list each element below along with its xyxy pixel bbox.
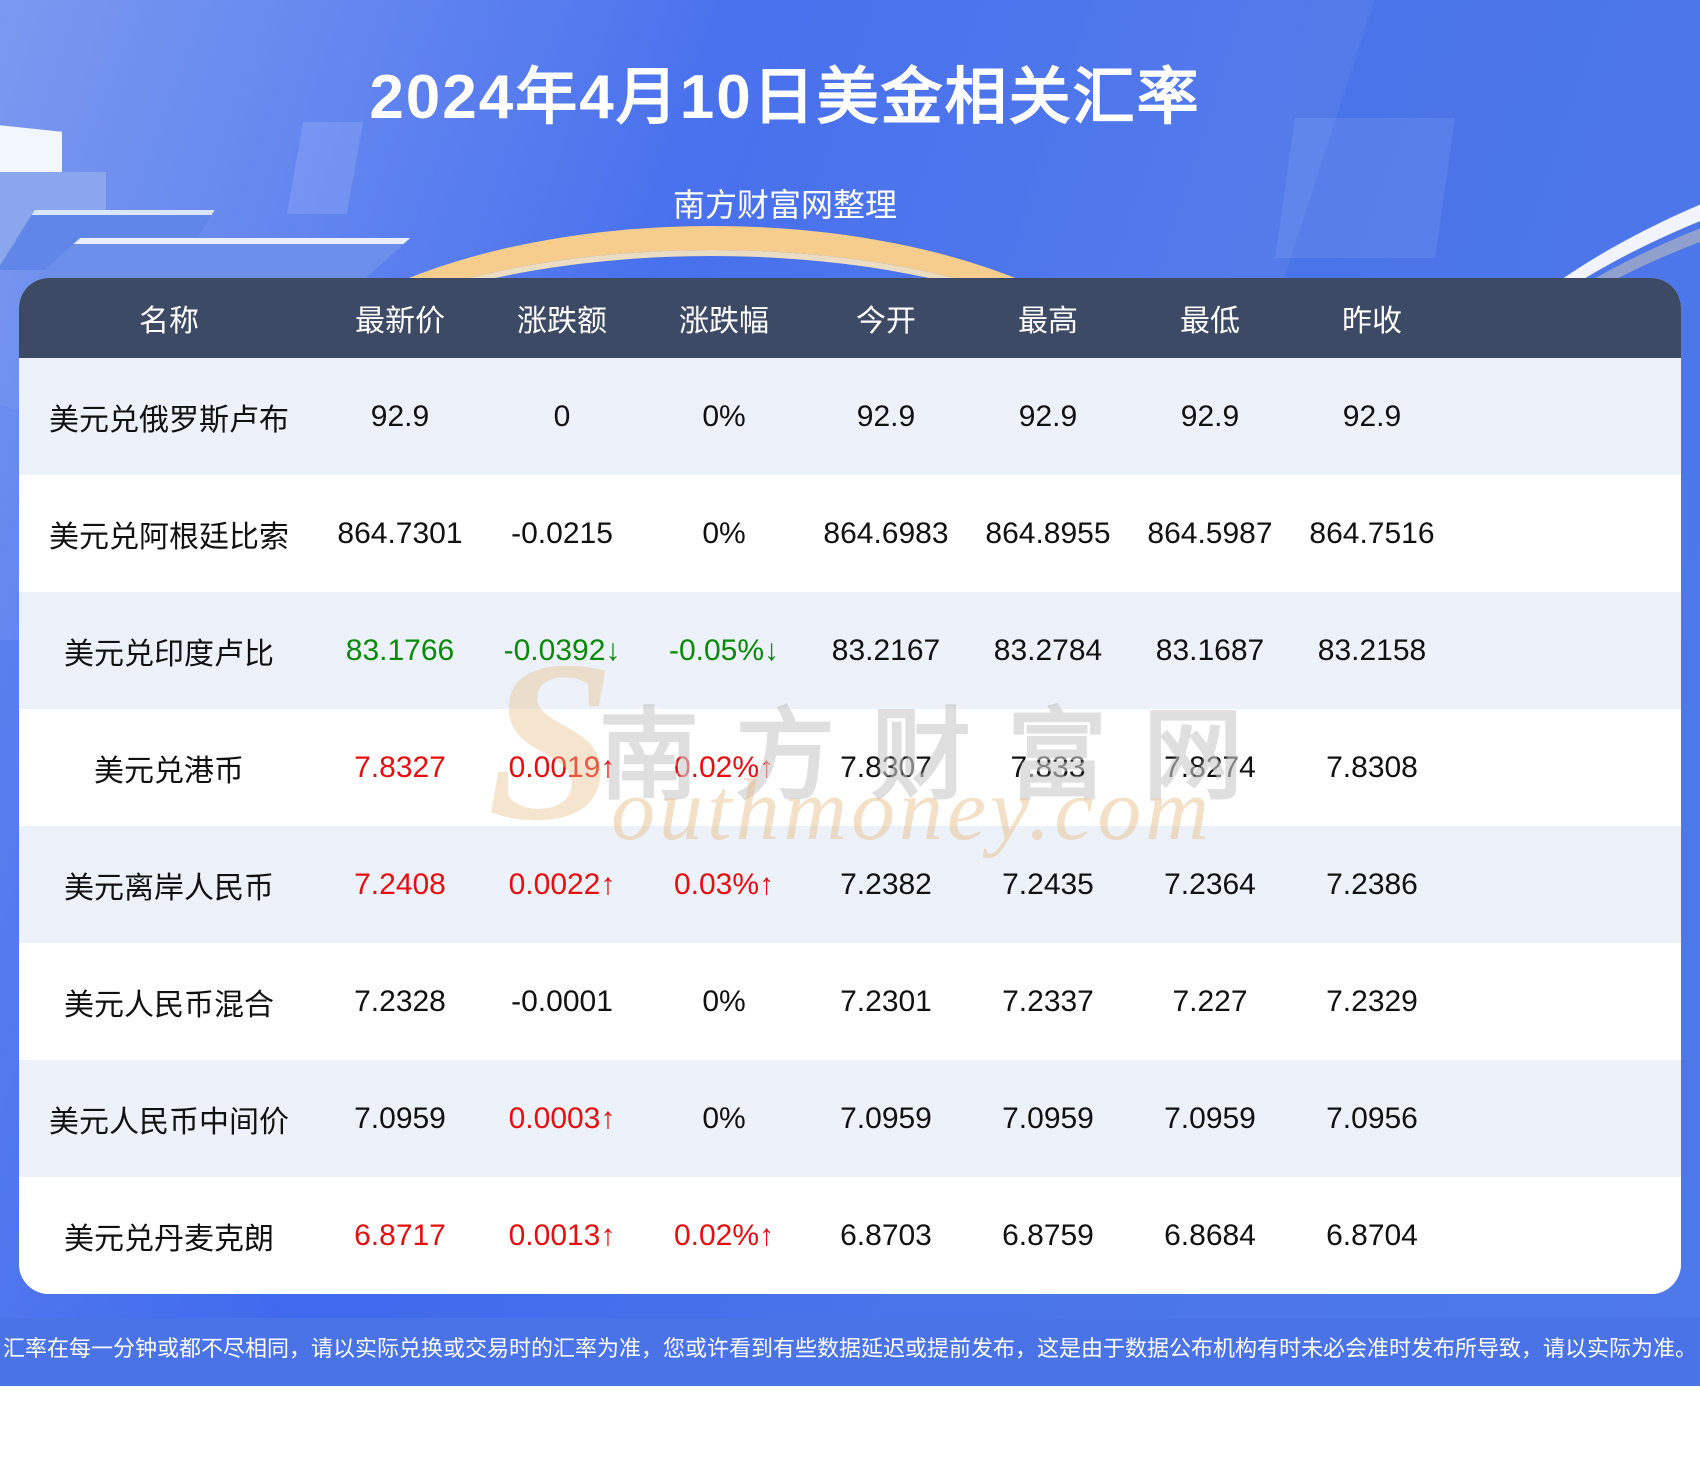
cell-value: 864.6983 [823,516,949,550]
cell-value: 6.8704 [1326,1218,1418,1252]
cell-value: 7.8307 [840,750,932,784]
cell-value: 0.02%↑ [673,1218,775,1252]
cell-value: 864.7516 [1309,516,1435,550]
cell-value: 83.2158 [1317,633,1427,667]
column-header-high: 最高 [1018,305,1078,338]
table-row: 美元兑阿根廷比索 864.7301 -0.0215 0% 864.6983 864.89… [19,475,1681,592]
currency-pair-name: 美元兑印度卢比 [64,637,274,671]
currency-pair-name: 美元兑俄罗斯卢布 [49,403,289,437]
podium-decoration-slab [35,238,411,278]
cell-value: 7.2337 [1002,984,1094,1018]
cell-value: 6.8717 [354,1218,446,1252]
cell-value: 0 [553,399,571,433]
disclaimer-text: 汇率在每一分钟或都不尽相同，请以实际兑换或交易时的汇率为准，您或许看到有些数据延… [0,1318,1700,1386]
cell-value: 7.2301 [840,984,932,1018]
header-block: 2024年4月10日美金相关汇率 南方财富网整理 [0,0,1570,226]
column-header-latest: 最新价 [355,305,445,338]
page-title: 2024年4月10日美金相关汇率 [369,63,1201,132]
cell-value: 6.8703 [840,1218,932,1252]
cell-value: 7.2435 [1002,867,1094,901]
cell-value: 0.0019↑ [508,750,616,784]
cell-value: 7.0959 [354,1101,446,1135]
cell-value: 0.0022↑ [508,867,616,901]
cell-value: 0.0003↑ [508,1101,616,1135]
table-header-row: 名称 最新价 涨跌额 涨跌幅 今开 最高 最低 昨收 [19,278,1681,358]
cell-value: 83.1687 [1155,633,1265,667]
cell-value: 92.9 [1018,399,1078,433]
column-header-low: 最低 [1180,305,1240,338]
table-row: 美元兑俄罗斯卢布 92.9 0 0% 92.9 92.9 92.9 92.9 [19,358,1681,475]
cell-value: -0.0392↓ [503,633,621,667]
cell-value: 864.8955 [985,516,1111,550]
footer-white-strip [0,1386,1700,1470]
currency-pair-name: 美元人民币混合 [64,988,274,1022]
table-row: 美元兑丹麦克朗 6.8717 0.0013↑ 0.02%↑ 6.8703 6.8759 6… [19,1177,1681,1294]
cell-value: 7.0959 [1002,1101,1094,1135]
cell-value: 7.227 [1172,984,1248,1018]
rates-table: 名称 最新价 涨跌额 涨跌幅 今开 最高 最低 昨收 美元兑俄罗斯卢布 92.9… [19,278,1681,1294]
table-row: 美元人民币混合 7.2328 -0.0001 0% 7.2301 7.2337 7.227… [19,943,1681,1060]
cell-value: 0% [702,984,746,1018]
cell-value: 7.2329 [1326,984,1418,1018]
cell-value: 7.0959 [1164,1101,1256,1135]
cell-value: 0.0013↑ [508,1218,616,1252]
cell-value: 83.2784 [993,633,1103,667]
column-header-change-pct: 涨跌幅 [679,305,769,338]
cell-value: 7.2386 [1326,867,1418,901]
cell-value: 92.9 [856,399,916,433]
cell-value: 92.9 [370,399,430,433]
table-body: 美元兑俄罗斯卢布 92.9 0 0% 92.9 92.9 92.9 92.9 美元兑阿根廷比… [19,358,1681,1294]
cell-value: 92.9 [1342,399,1402,433]
cell-value: 864.7301 [337,516,463,550]
cell-value: 7.2364 [1164,867,1256,901]
table-row: 美元人民币中间价 7.0959 0.0003↑ 0% 7.0959 7.0959 7.09… [19,1060,1681,1177]
cell-value: 7.8274 [1164,750,1256,784]
cell-value: 83.2167 [831,633,941,667]
cell-value: 7.8327 [354,750,446,784]
cell-value: 7.8308 [1326,750,1418,784]
cell-value: 864.5987 [1147,516,1273,550]
table-row: 美元兑港币 7.8327 0.0019↑ 0.02%↑ 7.8307 7.833 7.82… [19,709,1681,826]
cell-value: 0.02%↑ [673,750,775,784]
cell-value: 7.833 [1010,750,1086,784]
currency-pair-name: 美元离岸人民币 [64,871,274,905]
cell-value: 0% [702,516,746,550]
cell-value: 7.0956 [1326,1101,1418,1135]
cell-value: 83.1766 [345,633,455,667]
currency-pair-name: 美元人民币中间价 [49,1105,289,1139]
cell-value: 7.2408 [354,867,446,901]
currency-pair-name: 美元兑丹麦克朗 [64,1222,274,1256]
page-subtitle: 南方财富网整理 [672,187,897,223]
column-header-change: 涨跌额 [517,305,607,338]
cell-value: 7.2382 [840,867,932,901]
column-header-name: 名称 [139,305,199,338]
currency-pair-name: 美元兑阿根廷比索 [49,520,289,554]
cell-value: 6.8759 [1002,1218,1094,1252]
cell-value: 92.9 [1180,399,1240,433]
cell-value: -0.0215 [511,516,613,550]
cell-value: -0.0001 [511,984,613,1018]
column-header-open: 今开 [856,305,916,338]
cell-value: 6.8684 [1164,1218,1256,1252]
column-header-prev-close: 昨收 [1342,305,1402,338]
currency-pair-name: 美元兑港币 [94,754,244,788]
cell-value: -0.05%↓ [668,633,780,667]
cell-value: 0.03%↑ [673,867,775,901]
cell-value: 7.0959 [840,1101,932,1135]
table-row: 美元离岸人民币 7.2408 0.0022↑ 0.03%↑ 7.2382 7.2435 7… [19,826,1681,943]
cell-value: 0% [702,1101,746,1135]
cell-value: 0% [702,399,746,433]
table-row: 美元兑印度卢比 83.1766 -0.0392↓ -0.05%↓ 83.2167 83.… [19,592,1681,709]
cell-value: 7.2328 [354,984,446,1018]
